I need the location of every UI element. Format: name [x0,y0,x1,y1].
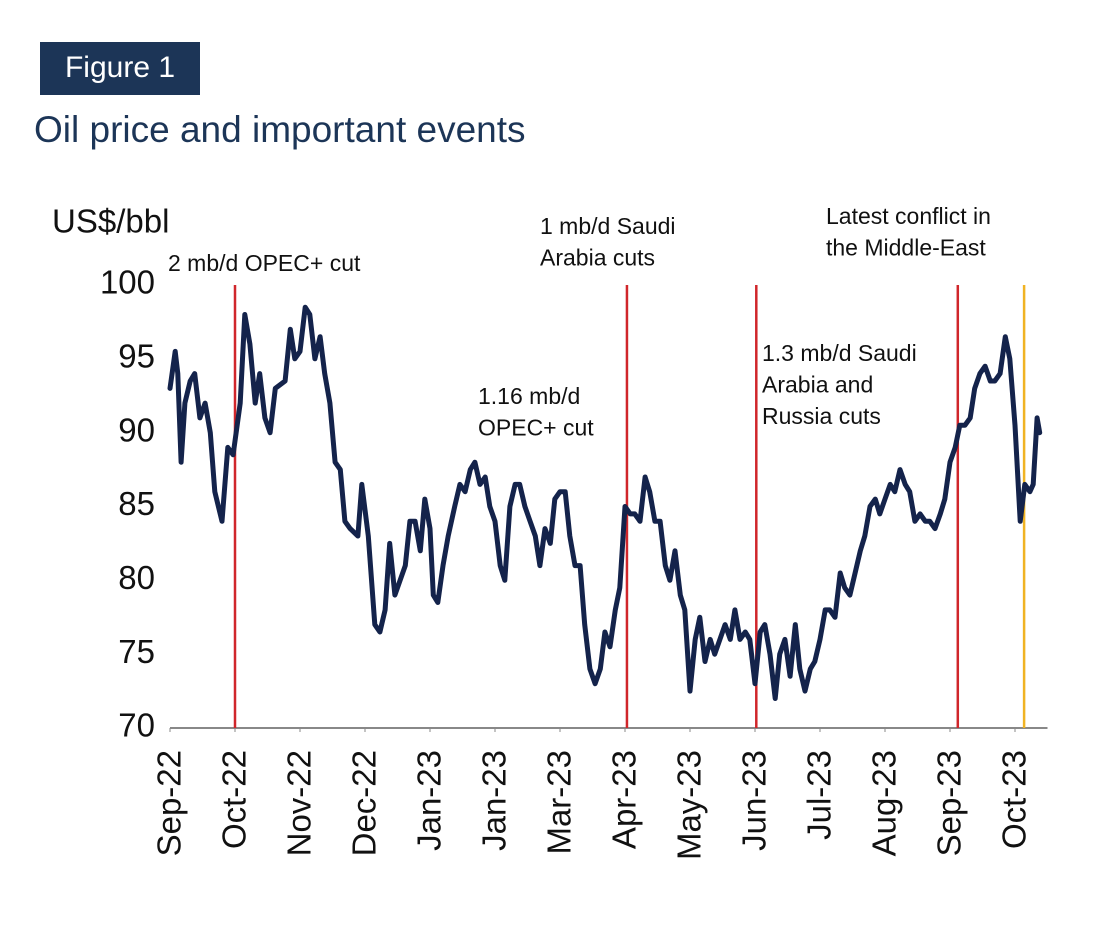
annotation: the Middle-East [826,235,986,261]
x-tick-label: Jul-23 [801,750,838,840]
y-tick-label: 90 [118,411,155,448]
x-tick-label: Jun-23 [736,750,773,851]
x-tick-label: May-23 [671,750,708,860]
price-line [167,304,1043,701]
annotation: 1.3 mb/d Saudi [762,340,917,366]
y-tick-label: 80 [118,559,155,596]
x-tick-label: Apr-23 [606,750,643,849]
x-tick-label: Sep-22 [151,750,188,856]
x-tick-label: Oct-22 [216,750,253,849]
annotation: Arabia cuts [540,245,655,271]
annotation: OPEC+ cut [478,415,594,441]
y-tick-label: 85 [118,485,155,522]
y-tick-label: 95 [118,338,155,375]
x-tick-label: Oct-23 [996,750,1033,849]
y-tick-label: 100 [100,264,155,301]
annotation: 2 mb/d OPEC+ cut [168,250,361,276]
x-tick-label: Jan-23 [476,750,513,851]
y-axis-label: US$/bbl [52,203,169,240]
x-tick-label: Nov-22 [281,750,318,856]
annotation: Arabia and [762,372,873,398]
figure-label: Figure 1 [65,51,175,84]
chart-title: Oil price and important events [34,109,526,150]
figure-label-box [40,42,200,95]
x-tick-label: Dec-22 [346,750,383,856]
annotation: Latest conflict in [826,203,991,229]
x-tick-label: Mar-23 [541,750,578,855]
x-tick-label: Sep-23 [931,750,968,856]
x-tick-label: Jan-23 [411,750,448,851]
annotation: 1 mb/d Saudi [540,213,676,239]
y-tick-label: 70 [118,707,155,744]
annotation: Russia cuts [762,403,881,429]
y-tick-label: 75 [118,633,155,670]
x-tick-label: Aug-23 [866,750,903,856]
annotation: 1.16 mb/d [478,383,580,409]
